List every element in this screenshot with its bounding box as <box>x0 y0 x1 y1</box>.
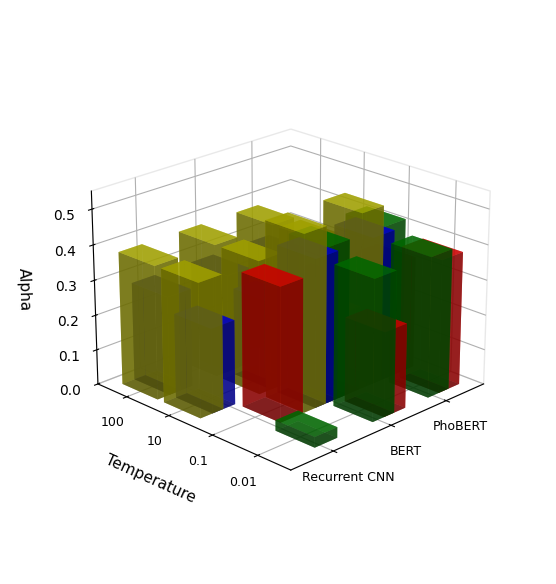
Y-axis label: Temperature: Temperature <box>103 453 198 506</box>
